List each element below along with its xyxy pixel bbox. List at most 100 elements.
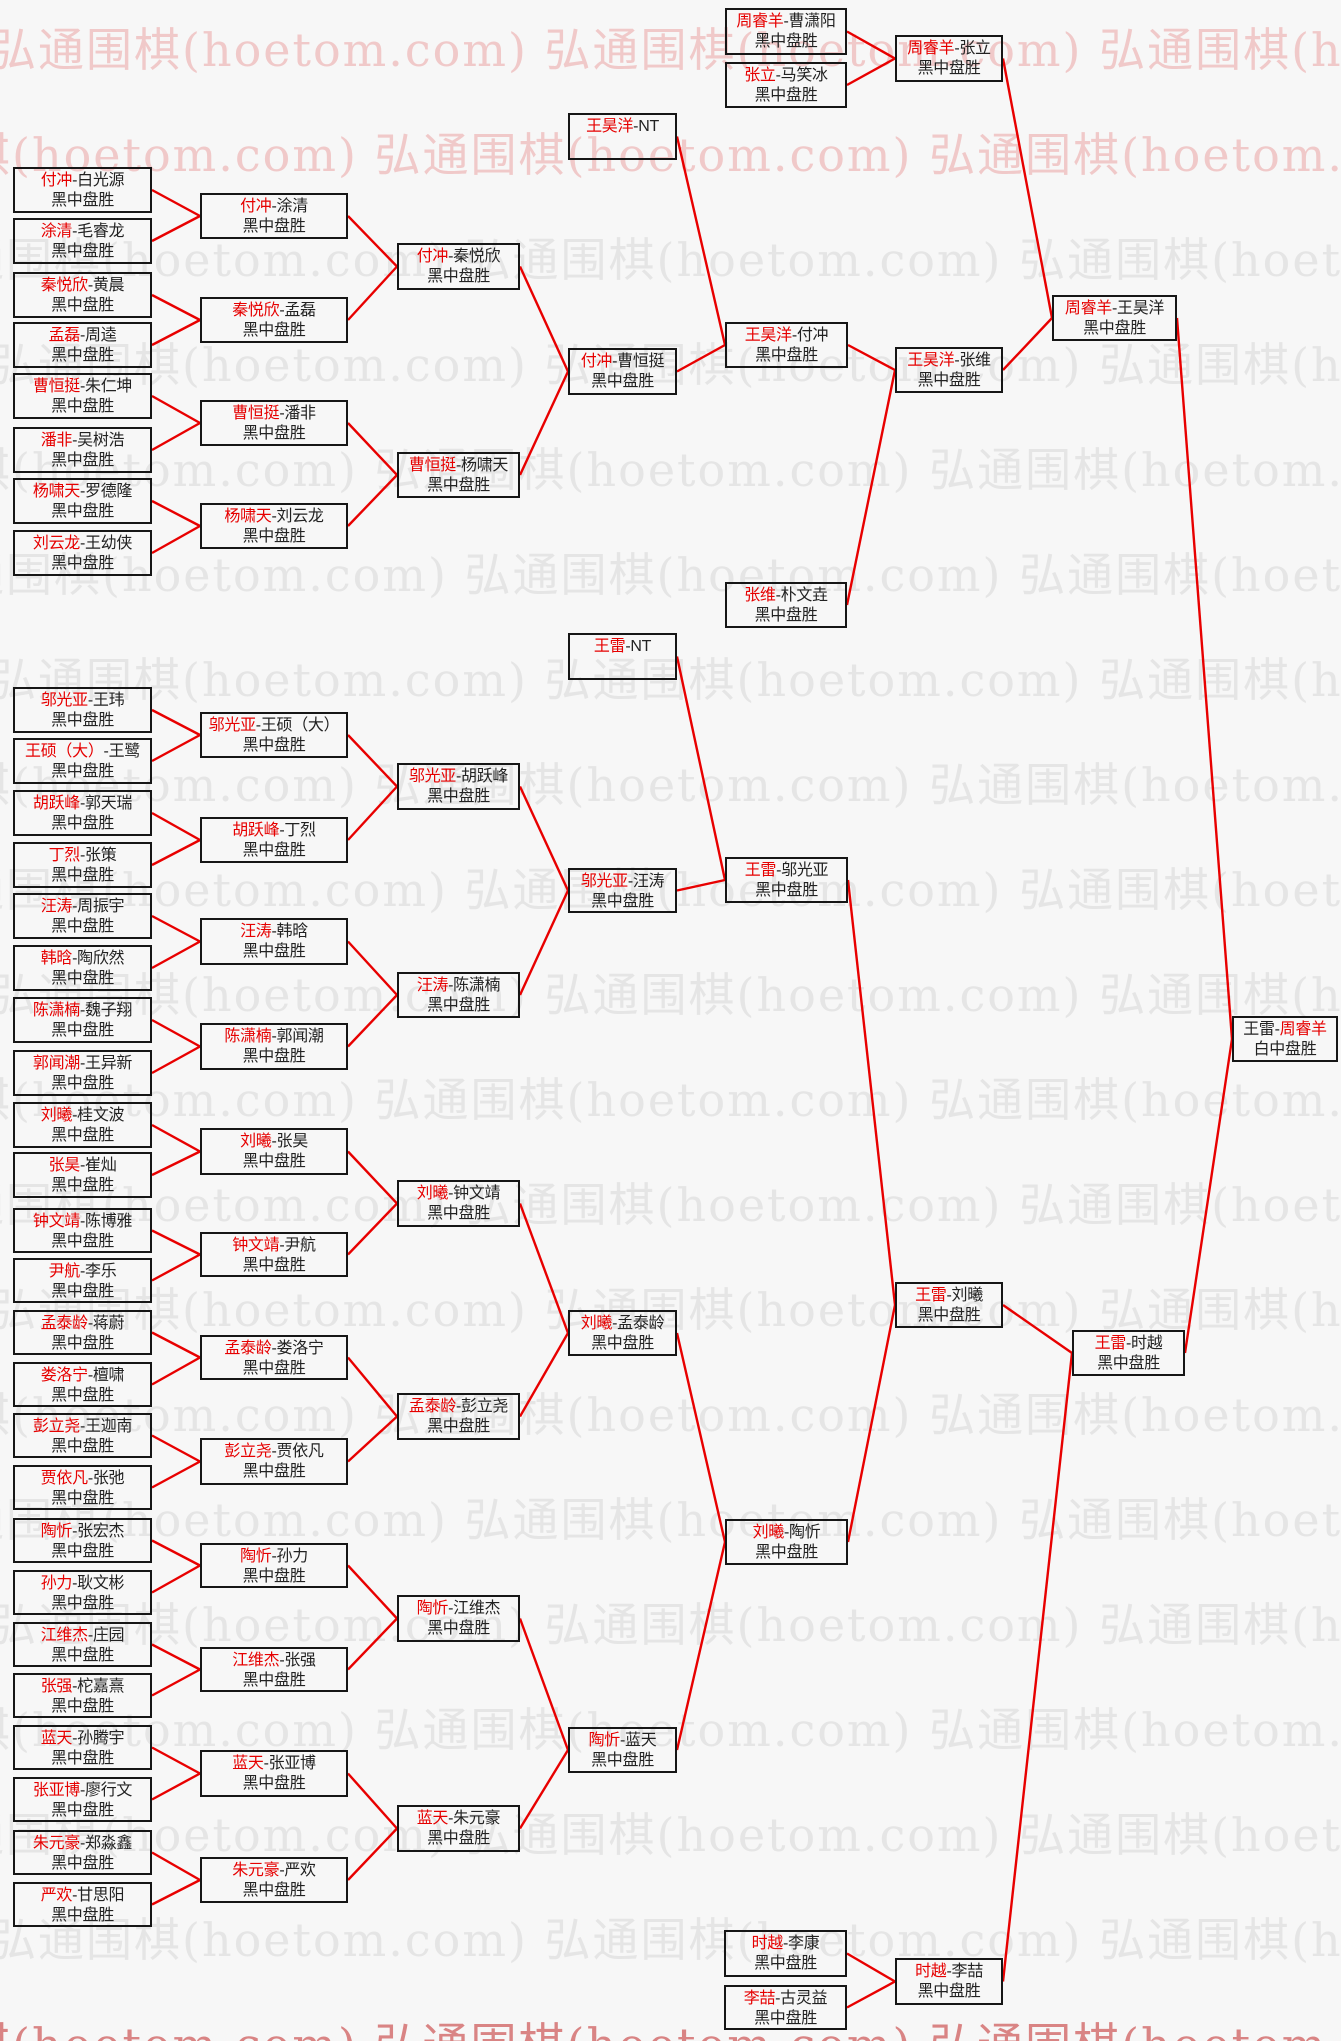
match-box: 王昊洋-NT (568, 113, 677, 160)
vs-dash: - (72, 1678, 78, 1695)
bracket-connector-line (1001, 58, 1054, 319)
vs-dash: - (946, 1287, 952, 1304)
watermark-text: 弘通围棋(hoetom.com) 弘通围棋(hoetom.com) 弘通围棋(h… (0, 758, 1341, 812)
vs-dash: - (72, 898, 78, 915)
white-player-name: 甘思阳 (77, 1887, 125, 1904)
bracket-connector-line (151, 1539, 201, 1567)
match-players: 陈潇楠-郭闻潮 (202, 1027, 346, 1047)
match-result: 黑中盘胜 (51, 1233, 114, 1250)
white-player-name: 潘非 (284, 405, 316, 422)
white-player-name: 韩晗 (276, 923, 309, 940)
match-box: 王雷-邬光亚 黑中盘胜 (725, 857, 848, 903)
vs-dash: - (279, 1652, 285, 1669)
white-player-name: 张昊 (276, 1133, 309, 1150)
bracket-connector-line (518, 1332, 570, 1418)
black-player-name: 丁烈 (48, 847, 81, 864)
white-player-name: 江维杰 (453, 1600, 501, 1617)
match-box: 周睿羊-曹潇阳 黑中盘胜 (725, 8, 847, 55)
bracket-connector-line (676, 878, 726, 892)
match-box: 王硕（大）-王鹭 黑中盘胜 (13, 738, 152, 784)
match-result: 黑中盘胜 (591, 893, 654, 910)
white-player-name: 尹航 (284, 1237, 316, 1254)
vs-dash: - (455, 1398, 462, 1415)
vs-dash: - (271, 1340, 277, 1357)
vs-dash: - (79, 1835, 86, 1852)
match-players: 付冲-曹恒挺 (570, 352, 675, 372)
bracket-connector-line (151, 1229, 201, 1256)
watermark-text: 弘通围棋(hoetom.com) 弘通围棋(hoetom.com) 弘通围棋(h… (0, 1703, 1341, 1757)
match-result: 黑中盘胜 (242, 1568, 306, 1585)
bracket-connector-line (846, 1980, 896, 2009)
white-player-name: 严欢 (284, 1862, 316, 1879)
match-result: 黑中盘胜 (242, 425, 306, 442)
white-player-name: 王迦南 (85, 1418, 133, 1435)
white-player-name: 王鹭 (108, 743, 141, 760)
match-box: 付冲-秦悦欣 黑中盘胜 (397, 243, 520, 290)
vs-dash: - (79, 1782, 86, 1799)
match-players: 刘曦-桂文波 (15, 1106, 150, 1126)
bracket-connector-line (846, 1952, 896, 1983)
match-box: 曹恒挺-潘非 黑中盘胜 (200, 400, 348, 446)
match-box: 胡跃峰-丁烈 黑中盘胜 (200, 817, 348, 863)
vs-dash: - (271, 1548, 277, 1565)
vs-dash: - (87, 1315, 93, 1332)
bracket-connector-line (151, 1123, 201, 1153)
vs-dash: - (612, 353, 618, 370)
match-players: 邬光亚-王硕（大） (202, 716, 346, 736)
bracket-connector-line (518, 1203, 570, 1334)
vs-dash: - (72, 223, 78, 240)
match-box: 蓝天-朱元豪 黑中盘胜 (397, 1805, 520, 1852)
black-player-name: 刘曦 (416, 1185, 449, 1202)
vs-dash: - (1125, 1335, 1132, 1352)
white-player-name: 朱元豪 (453, 1810, 501, 1827)
watermark-text: 弘通围棋(hoetom.com) 弘通围棋(hoetom.com) 弘通围棋(h… (0, 968, 1341, 1022)
match-players: 韩晗-陶欣然 (15, 949, 150, 969)
black-player-name: 刘曦 (752, 1524, 785, 1541)
vs-dash: - (271, 1133, 277, 1150)
match-box: 付冲-白光源 黑中盘胜 (13, 167, 152, 213)
match-result: 黑中盘胜 (242, 528, 306, 545)
vs-dash: - (775, 67, 781, 84)
watermark-text: 弘通围棋(hoetom.com) 弘通围棋(hoetom.com) 弘通围棋(h… (0, 1598, 1341, 1652)
white-player-name: 汪涛 (632, 873, 665, 890)
bracket-connector-line (151, 811, 201, 842)
vs-dash: - (279, 302, 285, 319)
black-player-name: 贾依凡 (40, 1470, 88, 1487)
black-player-name: 时越 (915, 1963, 947, 1980)
bracket-connector-line (347, 1202, 398, 1256)
bracket-connector-line (151, 1434, 201, 1463)
match-players: 付冲-白光源 (15, 171, 150, 191)
bracket-connector-line (846, 57, 896, 87)
vs-dash: - (448, 1185, 454, 1202)
vs-dash: - (954, 40, 960, 57)
white-player-name: 李康 (788, 1935, 820, 1952)
black-player-name: 胡跃峰 (232, 822, 280, 839)
black-player-name: 邬光亚 (208, 717, 256, 734)
black-player-name: 张亚博 (32, 1782, 80, 1799)
white-player-name: 王玮 (92, 692, 125, 709)
vs-dash: - (79, 1418, 86, 1435)
watermark-text: 弘通围棋(hoetom.com) 弘通围棋(hoetom.com) 弘通围棋(h… (0, 233, 1341, 287)
match-box: 韩晗-陶欣然 黑中盘胜 (13, 945, 152, 991)
bracket-connector-line (518, 1749, 570, 1830)
black-player-name: 陈潇楠 (32, 1002, 80, 1019)
white-player-name: 张强 (284, 1652, 316, 1669)
vs-dash: - (1111, 300, 1118, 317)
match-box: 曹恒挺-杨啸天 黑中盘胜 (397, 452, 520, 498)
match-players: 贾依凡-张弛 (15, 1469, 150, 1489)
bracket-connector-line (347, 265, 398, 321)
white-player-name: 庄园 (92, 1627, 125, 1644)
vs-dash: - (1274, 1021, 1280, 1038)
match-result: 黑中盘胜 (51, 555, 114, 572)
match-result: 黑中盘胜 (242, 322, 306, 339)
vs-dash: - (455, 457, 462, 474)
match-result: 黑中盘胜 (754, 87, 818, 104)
white-player-name: 张维 (959, 352, 991, 369)
match-box: 张维-朴文垚 黑中盘胜 (725, 582, 847, 628)
match-box: 朱元豪-郑淼鑫 黑中盘胜 (13, 1830, 152, 1875)
match-result: 黑中盘胜 (51, 452, 114, 469)
white-player-name: 王幼侠 (85, 535, 133, 552)
bracket-connector-line (518, 889, 570, 996)
match-box: 彭立尧-王迦南 黑中盘胜 (13, 1413, 152, 1458)
match-players: 孙力-耿文彬 (15, 1574, 150, 1594)
